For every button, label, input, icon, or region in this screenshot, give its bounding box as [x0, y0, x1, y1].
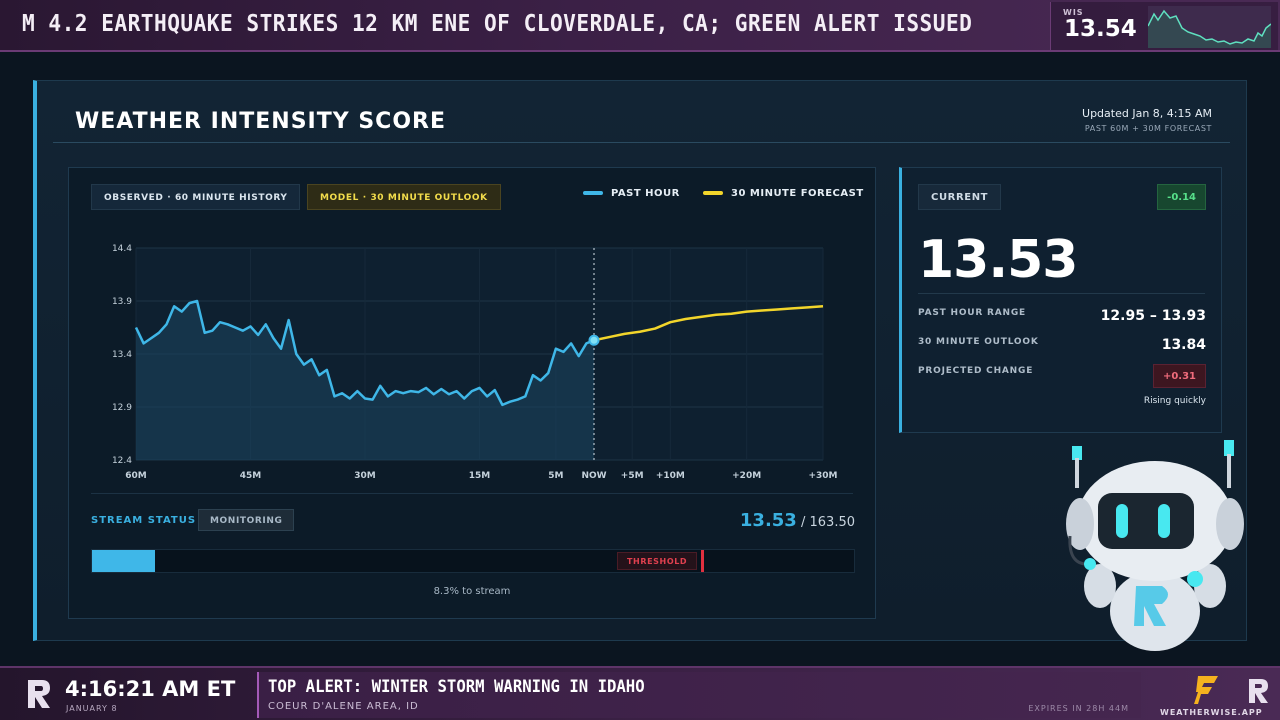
breaking-news-banner: M 4.2 EARTHQUAKE STRIKES 12 KM ENE OF CL… [0, 0, 1280, 52]
threshold-marker [701, 550, 704, 572]
current-label: CURRENT [918, 184, 1002, 210]
bottom-ticker-bar: 4:16:21 AM ET JANUARY 8 TOP ALERT: WINTE… [0, 666, 1280, 720]
progress-caption: 8.3% to stream [433, 586, 511, 597]
alert-area: COEUR D'ALENE AREA, ID [268, 701, 419, 712]
stream-separator: / [800, 515, 806, 530]
wis-sparkline [1148, 6, 1271, 48]
site-url[interactable]: WEATHERWISE.APP [1160, 708, 1263, 717]
stream-progress-fill [92, 550, 156, 572]
clock-date: JANUARY 8 [66, 704, 118, 713]
wis-ticker-value: 13.54 [1064, 16, 1137, 42]
y-tick-label: 13.9 [112, 297, 132, 307]
legend-forecast: 30 MINUTE FORECAST [703, 188, 864, 199]
observed-history-tab[interactable]: OBSERVED · 60 MINUTE HISTORY [91, 184, 301, 210]
y-tick-label: 12.4 [112, 456, 132, 466]
legend-past-hour: PAST HOUR [583, 188, 680, 199]
clock: 4:16:21 AM ET [65, 677, 236, 701]
stream-status-label: STREAM STATUS [91, 515, 197, 526]
model-outlook-tab[interactable]: MODEL · 30 MINUTE OUTLOOK [307, 184, 501, 210]
intensity-chart: 14.4 13.9 13.4 12.9 12.4 60M 45M 30M 15M 5M NOW +5M… [112, 244, 838, 481]
trend-note: Rising quickly [1143, 396, 1206, 406]
panel-title: WEATHER INTENSITY SCORE [75, 109, 446, 134]
title-divider [53, 142, 1230, 143]
y-tick-label: 12.9 [112, 403, 132, 413]
x-tick-label: +5M [621, 471, 644, 481]
weatherwise-logo-icon [1194, 676, 1218, 704]
past-hour-area [136, 301, 594, 460]
outlook-value: 13.84 [1161, 337, 1206, 353]
alert-expires: EXPIRES IN 28H 44M [1028, 704, 1129, 713]
legend-forecast-swatch [703, 191, 723, 195]
y-tick-label: 14.4 [112, 244, 132, 254]
chart-card: 14.4 13.9 13.4 12.9 12.4 60M 45M 30M 15M 5M NOW +5M… [68, 167, 876, 619]
x-tick-label: NOW [581, 471, 606, 481]
x-tick-label: 5M [548, 471, 563, 481]
current-score-card: CURRENT -0.14 13.53 PAST HOUR RANGE 12.9… [899, 167, 1222, 433]
x-tick-label: +30M [808, 471, 837, 481]
y-tick-label: 13.4 [112, 350, 132, 360]
weatherwise-r-icon [1249, 679, 1268, 703]
brand-logo-icon [28, 680, 50, 708]
outlook-label: 30 MINUTE OUTLOOK [918, 337, 1039, 347]
stream-progress-bar: THRESHOLD [91, 549, 855, 573]
stream-status-badge: MONITORING [198, 509, 295, 531]
wis-ticker-label: WIS [1063, 8, 1084, 17]
x-tick-label: 45M [240, 471, 262, 481]
past-hour-range-value: 12.95 – 13.93 [1100, 308, 1206, 324]
breaking-headline: M 4.2 EARTHQUAKE STRIKES 12 KM ENE OF CL… [22, 11, 973, 37]
current-divider [918, 293, 1205, 294]
stream-value: 13.53 / 163.50 [740, 510, 855, 531]
threshold-label: THRESHOLD [617, 552, 698, 570]
past-hour-range-label: PAST HOUR RANGE [918, 308, 1027, 318]
alert-title: TOP ALERT: WINTER STORM WARNING IN IDAHO [268, 677, 645, 697]
stream-current-value: 13.53 [739, 510, 797, 531]
wis-ticker[interactable]: WIS 13.54 [1050, 2, 1278, 50]
legend-forecast-label: 30 MINUTE FORECAST [731, 188, 864, 199]
robot-mascot-icon [1066, 440, 1244, 651]
updated-timestamp: Updated Jan 8, 4:15 AM [1082, 107, 1212, 120]
updated-subtitle: PAST 60M + 30M FORECAST [1084, 124, 1212, 133]
past-hour-line [134, 299, 595, 407]
x-tick-label: 60M [125, 471, 147, 481]
forecast-line [593, 305, 824, 342]
projected-change-label: PROJECTED CHANGE [918, 366, 1034, 376]
legend-past-label: PAST HOUR [611, 188, 680, 199]
delta-badge: -0.14 [1157, 184, 1206, 210]
x-tick-label: 15M [469, 471, 491, 481]
weather-intensity-panel: WEATHER INTENSITY SCORE Updated Jan 8, 4… [33, 80, 1247, 641]
x-tick-label: +10M [656, 471, 685, 481]
current-point [588, 334, 600, 346]
top-alert[interactable]: TOP ALERT: WINTER STORM WARNING IN IDAHO… [257, 672, 1141, 718]
x-tick-label: 30M [354, 471, 376, 481]
current-score-value: 13.53 [918, 230, 1078, 290]
card-divider [91, 493, 853, 494]
stream-target-value: 163.50 [809, 515, 856, 530]
legend-past-swatch [583, 191, 603, 195]
projected-change-badge: +0.31 [1152, 364, 1206, 388]
x-tick-label: +20M [732, 471, 761, 481]
